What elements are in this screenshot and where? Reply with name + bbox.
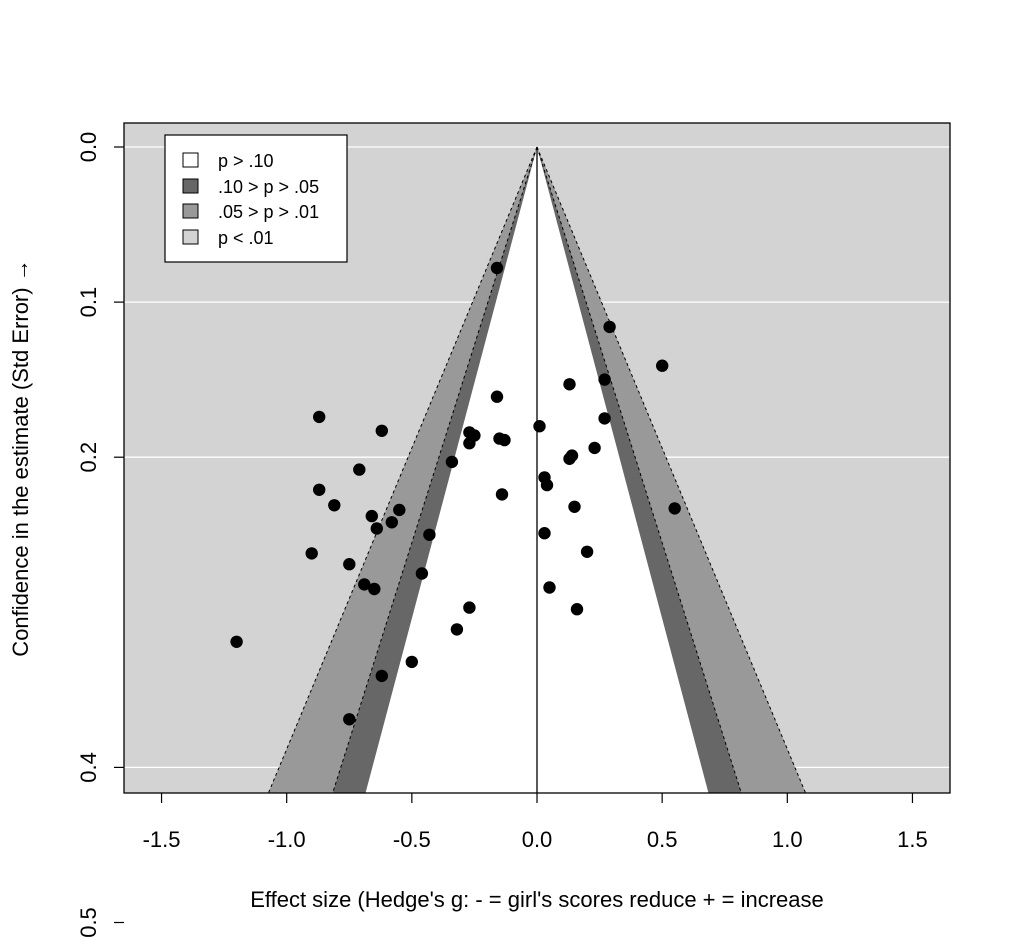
study-point [543, 581, 556, 594]
study-point [385, 516, 398, 529]
study-point [580, 545, 594, 558]
funnel-edge-line [332, 146, 538, 793]
x-axis-title: Effect size (Hedge's g: - = girl's score… [250, 887, 824, 912]
study-point [375, 424, 388, 437]
funnel-edge-lines [267, 146, 807, 793]
study-point [538, 527, 551, 540]
study-point [570, 603, 584, 616]
x-tick-label: -0.5 [393, 827, 431, 852]
study-point [365, 509, 378, 523]
study-point [313, 410, 326, 424]
study-point [463, 601, 476, 614]
funnel-edge-line [267, 146, 538, 793]
study-point [498, 433, 511, 447]
study-point [368, 582, 381, 596]
y-tick-label: 0.2 [76, 442, 101, 473]
y-tick-label: 0.0 [76, 132, 101, 163]
study-point [598, 412, 611, 425]
x-tick-label: 1.0 [772, 827, 803, 852]
study-point [370, 522, 383, 535]
study-point [343, 558, 356, 571]
legend-label-p-gt-10: p > .10 [218, 151, 274, 171]
y-tick-label: 0.4 [76, 752, 101, 783]
study-point [353, 463, 366, 476]
legend: p > .10 .10 > p > .05 .05 > p > .01 p < … [164, 134, 348, 263]
study-point [598, 373, 611, 386]
x-tick-label: -1.0 [268, 827, 306, 852]
study-point [495, 488, 509, 501]
study-point [415, 567, 429, 580]
y-axis-title: Confidence in the estimate (Std Error) → [8, 259, 33, 656]
study-point [533, 420, 546, 433]
legend-swatch-p-lt-01 [182, 229, 199, 245]
x-tick-label: 1.5 [897, 827, 928, 852]
study-point [405, 655, 418, 669]
study-point [423, 528, 436, 541]
study-point [463, 437, 476, 450]
x-tick-label: -1.5 [143, 827, 181, 852]
study-point [358, 578, 371, 591]
study-point [603, 320, 616, 334]
x-tick-label: 0.5 [647, 827, 678, 852]
legend-label-p05-01: .05 > p > .01 [218, 202, 319, 222]
study-point [540, 478, 554, 492]
legend-swatch-p05-01 [182, 203, 199, 219]
study-point [563, 378, 576, 391]
study-point [563, 452, 576, 465]
study-point [313, 483, 326, 496]
legend-swatch-p10-05 [182, 178, 199, 194]
study-point [450, 623, 464, 636]
study-point [230, 635, 243, 648]
study-point [305, 547, 318, 560]
legend-label-p-lt-01: p < .01 [218, 228, 274, 248]
x-tick-label: 0.0 [522, 827, 553, 852]
study-points [230, 261, 681, 726]
y-tick-label: 0.5 [76, 907, 101, 938]
funnel-edge-line [536, 146, 742, 793]
y-axis: 0.0 0.1 0.2 0.4 0.5 [76, 132, 124, 938]
legend-label-p10-05: .10 > p > .05 [218, 177, 319, 197]
study-point [490, 261, 504, 275]
study-point [668, 502, 681, 515]
legend-swatch-p-gt-10 [182, 152, 199, 168]
funnel-edge-line [536, 146, 807, 793]
study-point [375, 669, 388, 683]
study-point [588, 441, 601, 455]
y-tick-label: 0.1 [76, 287, 101, 318]
study-point [568, 500, 581, 513]
study-point [328, 499, 341, 512]
study-point [445, 455, 459, 469]
x-axis: -1.5 -1.0 -0.5 0.0 0.5 1.0 1.5 [143, 793, 928, 852]
study-point [393, 503, 406, 517]
study-point [343, 713, 356, 726]
study-point [490, 390, 504, 403]
study-point [656, 359, 669, 372]
